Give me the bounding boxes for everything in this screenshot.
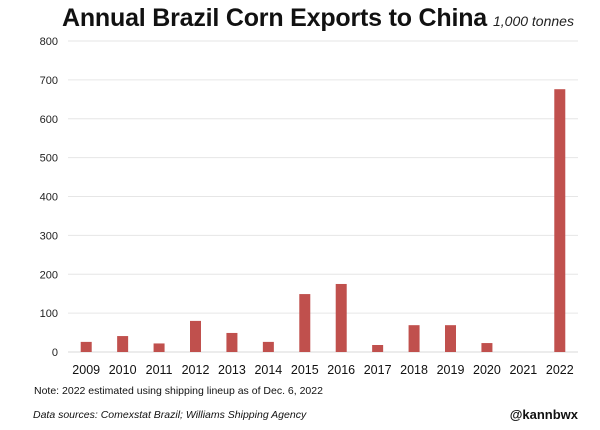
bar-2018 <box>408 325 420 352</box>
chart-unit-subtitle: 1,000 tonnes <box>492 13 574 29</box>
x-tick-label: 2011 <box>146 363 173 377</box>
bar-2014 <box>262 341 274 352</box>
x-tick-label: 2015 <box>291 363 319 377</box>
x-tick-label: 2010 <box>109 363 137 377</box>
bars <box>80 89 566 352</box>
x-tick-label: 2021 <box>509 363 537 377</box>
x-tick-label: 2019 <box>437 363 465 377</box>
bar-2013 <box>226 332 238 352</box>
bar-2016 <box>335 283 347 352</box>
x-tick-label: 2016 <box>327 363 355 377</box>
bar-2020 <box>481 343 493 352</box>
bar-2010 <box>117 336 129 352</box>
y-tick-label: 0 <box>52 347 58 359</box>
chart-title-block: Annual Brazil Corn Exports to China 1,000… <box>62 4 574 33</box>
bar-2011 <box>153 343 165 352</box>
gridlines <box>68 40 578 353</box>
x-tick-label: 2012 <box>182 363 210 377</box>
x-tick-label: 2013 <box>218 363 246 377</box>
x-tick-label: 2017 <box>364 363 392 377</box>
y-tick-label: 600 <box>40 114 58 126</box>
chart-note: Note: 2022 estimated using shipping line… <box>34 385 323 397</box>
bar-2015 <box>299 294 311 352</box>
y-tick-label: 700 <box>40 75 58 87</box>
x-tick-label: 2009 <box>72 363 100 377</box>
x-tick-label: 2014 <box>254 363 282 377</box>
y-axis-ticks: 0 100 200 300 400 500 600 700 800 <box>40 36 58 359</box>
y-tick-label: 500 <box>40 153 58 165</box>
bar-2009 <box>80 341 92 352</box>
bar-2012 <box>190 320 201 352</box>
x-tick-label: 2018 <box>400 363 428 377</box>
y-tick-label: 400 <box>40 192 58 204</box>
y-tick-label: 300 <box>40 230 58 242</box>
bar-2017 <box>372 345 384 352</box>
y-tick-label: 200 <box>40 269 58 281</box>
x-tick-label: 2022 <box>546 363 574 377</box>
data-source: Data sources: Comexstat Brazil; Williams… <box>33 409 307 421</box>
bar-2019 <box>445 325 456 352</box>
x-axis-ticks: 2009 2010 2011 2012 2013 2014 2015 2016 2017 2018… <box>72 363 573 377</box>
author-handle: @kannbwx <box>509 407 578 422</box>
chart-title: Annual Brazil Corn Exports to China <box>62 4 487 32</box>
y-tick-label: 800 <box>40 36 58 48</box>
x-tick-label: 2020 <box>473 363 501 377</box>
y-tick-label: 100 <box>40 308 58 320</box>
bar-2022 <box>554 89 566 352</box>
